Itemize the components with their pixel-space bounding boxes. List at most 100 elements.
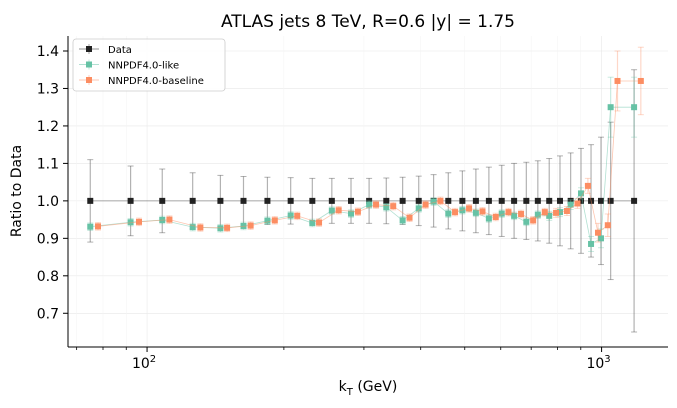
data-point [328,207,335,214]
data-point [584,182,591,189]
data-point [399,217,406,224]
data-point [459,197,466,204]
data-point [511,197,518,204]
legend-label: NNPDF4.0-like [108,61,179,72]
data-point [556,197,563,204]
data-point [287,197,294,204]
data-point [614,77,621,84]
data-point [366,197,373,204]
data-point [127,197,134,204]
data-point [597,197,604,204]
data-point [445,210,452,217]
y-tick-label: 1.4 [37,44,59,60]
data-point [563,207,570,214]
y-tick-label: 0.8 [37,269,59,285]
data-point [264,197,271,204]
data-point [294,212,301,219]
x-axis-label-unit: (GeV) [353,379,397,395]
x-tick-label: 103 [586,354,610,372]
data-point [127,219,134,226]
data-point [240,197,247,204]
data-point [546,197,553,204]
data-point [399,197,406,204]
data-point [217,225,224,232]
data-point [523,218,530,225]
y-tick-label: 1.0 [37,194,59,210]
data-point [316,219,323,226]
data-point [247,222,254,229]
x-tick-label: 102 [132,354,156,372]
legend-marker [86,46,92,52]
data-point [523,197,530,204]
data-point [95,223,102,230]
data-point [189,224,196,231]
data-point [588,240,595,247]
data-point [607,104,614,111]
data-point [159,197,166,204]
data-point [498,197,505,204]
data-point [383,197,390,204]
data-point [87,197,94,204]
data-point [505,209,512,216]
data-point [452,209,459,216]
series-nnpdf4-0-like [87,76,638,252]
legend-label: NNPDF4.0-baseline [108,76,204,87]
legend: Data NNPDF4.0-like NNPDF4.0-baseline [72,38,226,92]
series-data [87,69,638,333]
y-tick-label: 1.2 [37,119,59,135]
chart-title: ATLAS jets 8 TeV, R=0.6 |y| = 1.75 [221,12,515,32]
data-point [309,197,316,204]
legend-marker [86,77,92,83]
legend-marker [86,61,92,68]
data-point [348,197,355,204]
data-point [578,197,585,204]
data-point [518,210,525,217]
data-point [534,197,541,204]
data-point [597,235,604,242]
data-point [492,213,499,220]
data-point [406,214,413,221]
data-point [437,197,444,204]
data-point [197,224,204,231]
data-point [567,201,574,208]
data-point [445,197,452,204]
data-point [541,209,548,216]
data-point [287,212,294,219]
data-point [567,197,574,204]
data-point [87,223,94,230]
y-tick-label: 0.7 [37,306,59,322]
x-axis-label-sub: T [346,387,354,398]
data-point [534,211,541,218]
data-point [264,217,271,224]
data-point [366,201,373,208]
data-point [553,209,560,216]
data-point [607,197,614,204]
data-point [530,217,537,224]
y-ticks: 0.7 0.8 0.9 1.0 1.1 1.2 1.3 1.4 [37,44,68,322]
data-point [546,212,553,219]
x-ticks: 102 103 [76,347,611,372]
data-point [422,201,429,208]
data-point [189,197,196,204]
data-point [472,197,479,204]
data-point [574,200,581,207]
data-point [479,208,486,215]
data-point [511,212,518,219]
data-point [485,215,492,222]
series-nnpdf4-0-baseline [95,46,644,243]
data-point [498,210,505,217]
legend-frame [72,38,226,92]
data-point [390,203,397,210]
data-point [217,197,224,204]
data-point [335,207,342,214]
x-axis-label: kT (GeV) [339,379,398,398]
data-point [485,197,492,204]
data-point [594,229,601,236]
legend-label: Data [108,45,132,56]
y-tick-label: 0.9 [37,231,59,247]
data-point [430,198,437,205]
data-point [348,210,355,217]
y-tick-label: 1.1 [37,156,59,172]
data-point [135,218,142,225]
